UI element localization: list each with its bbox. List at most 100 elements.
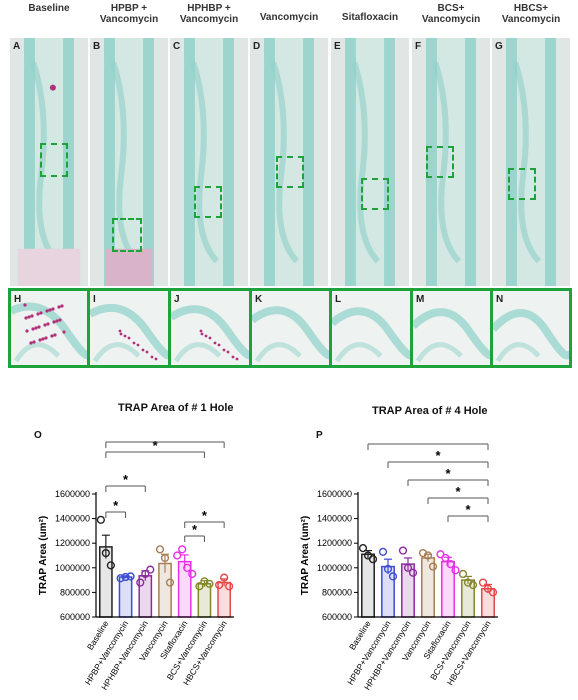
data-point <box>173 551 182 560</box>
significance-star: * <box>162 440 168 443</box>
group-header: HBCS+ Vancomycin <box>501 3 561 25</box>
region-of-interest-box <box>276 156 304 188</box>
significance-star: * <box>455 484 461 499</box>
zoom-panel: L <box>332 291 413 365</box>
data-point <box>188 569 197 579</box>
group-header: Baseline <box>28 3 70 14</box>
group-header: Sitafloxacin <box>341 12 399 23</box>
significance-star: * <box>465 502 471 517</box>
panel-letter: L <box>335 294 342 305</box>
zoom-panel: M <box>413 291 493 365</box>
data-point <box>155 545 165 554</box>
bar <box>361 553 375 618</box>
chart-title-hole4: TRAP Area of # 4 Hole <box>372 405 488 417</box>
y-tick-label: 1200000 <box>317 538 352 548</box>
significance-star: * <box>435 448 441 463</box>
histology-panel: C <box>170 38 248 286</box>
data-point <box>398 546 408 555</box>
zoom-panel: K <box>252 291 332 365</box>
panel-letter: K <box>255 294 263 305</box>
group-header: HPBP + Vancomycin <box>99 3 159 25</box>
y-tick-label: 1000000 <box>55 563 90 573</box>
panel-letter: A <box>13 41 21 52</box>
zoom-panel: N <box>493 291 569 365</box>
bone-section-image <box>10 38 88 286</box>
panel-letter: G <box>495 41 503 52</box>
region-of-interest-box <box>361 178 389 210</box>
bone-section-image <box>170 38 248 286</box>
data-point <box>468 580 478 590</box>
zoom-section-image <box>493 291 569 365</box>
group-header: HPHBP + Vancomycin <box>179 3 239 25</box>
group-header: BCS+ Vancomycin <box>421 3 481 25</box>
data-point <box>160 553 170 563</box>
significance-star: * <box>153 440 159 453</box>
zoom-panel: H <box>11 291 90 365</box>
zoom-section-image <box>252 291 329 365</box>
histology-panel: D <box>250 38 328 286</box>
histology-panel: B <box>90 38 168 286</box>
data-point <box>388 572 398 581</box>
bone-section-image <box>412 38 490 286</box>
bar <box>118 576 133 618</box>
panel-letter: B <box>93 41 101 52</box>
data-point <box>458 569 468 579</box>
panel-letter: E <box>334 41 341 52</box>
y-tick-label: 1600000 <box>317 489 352 499</box>
zoom-section-image <box>332 291 410 365</box>
bar <box>138 575 153 618</box>
region-of-interest-box <box>426 146 454 178</box>
data-point <box>220 573 229 582</box>
histology-panel: A <box>10 38 88 286</box>
data-point <box>116 574 125 583</box>
bar <box>381 565 395 618</box>
data-point <box>121 572 130 582</box>
data-point <box>408 568 418 577</box>
panel-letter: M <box>416 294 425 305</box>
data-point <box>178 545 187 554</box>
data-point <box>368 555 378 564</box>
y-tick-label: 1400000 <box>55 514 90 524</box>
histology-panel: G <box>492 38 570 286</box>
y-tick-label: 600000 <box>322 612 352 622</box>
significance-star: * <box>113 498 119 513</box>
data-point <box>183 563 192 572</box>
significance-star: * <box>123 472 129 487</box>
data-point <box>195 582 204 591</box>
y-tick-label: 1400000 <box>317 514 352 524</box>
zoom-section-image <box>413 291 490 365</box>
panel-letter: J <box>174 294 180 305</box>
zoom-panel: I <box>90 291 171 365</box>
panel-letter: N <box>496 294 504 305</box>
y-tick-label: 800000 <box>60 587 90 597</box>
bone-section-image <box>250 38 328 286</box>
zoom-section-image <box>171 291 249 365</box>
data-point <box>106 561 115 570</box>
zoom-section-image <box>90 291 168 365</box>
bar <box>197 583 212 618</box>
data-point <box>225 582 234 591</box>
data-point <box>136 578 145 587</box>
data-point <box>441 553 450 563</box>
y-tick-label: 1600000 <box>55 489 90 499</box>
y-axis-label: TRAP Area (um²) <box>300 516 311 595</box>
bone-section-image <box>331 38 409 286</box>
data-point <box>141 569 150 579</box>
panel-letter-p: P <box>316 430 323 441</box>
data-point <box>215 580 224 590</box>
y-tick-label: 1000000 <box>317 563 352 573</box>
panel-letter: F <box>415 41 422 52</box>
bone-section-image <box>492 38 570 286</box>
significance-star: * <box>445 466 451 481</box>
data-point <box>205 579 214 588</box>
histology-zoom-row: H I J K L M N <box>8 288 572 368</box>
data-point <box>378 547 388 556</box>
group-header: Vancomycin <box>259 12 319 23</box>
data-point <box>383 564 393 574</box>
data-point <box>358 544 368 553</box>
data-point <box>478 578 488 587</box>
significance-star: * <box>202 508 208 523</box>
y-tick-label: 800000 <box>322 587 352 597</box>
data-point <box>488 588 498 597</box>
significance-star: * <box>192 522 198 537</box>
